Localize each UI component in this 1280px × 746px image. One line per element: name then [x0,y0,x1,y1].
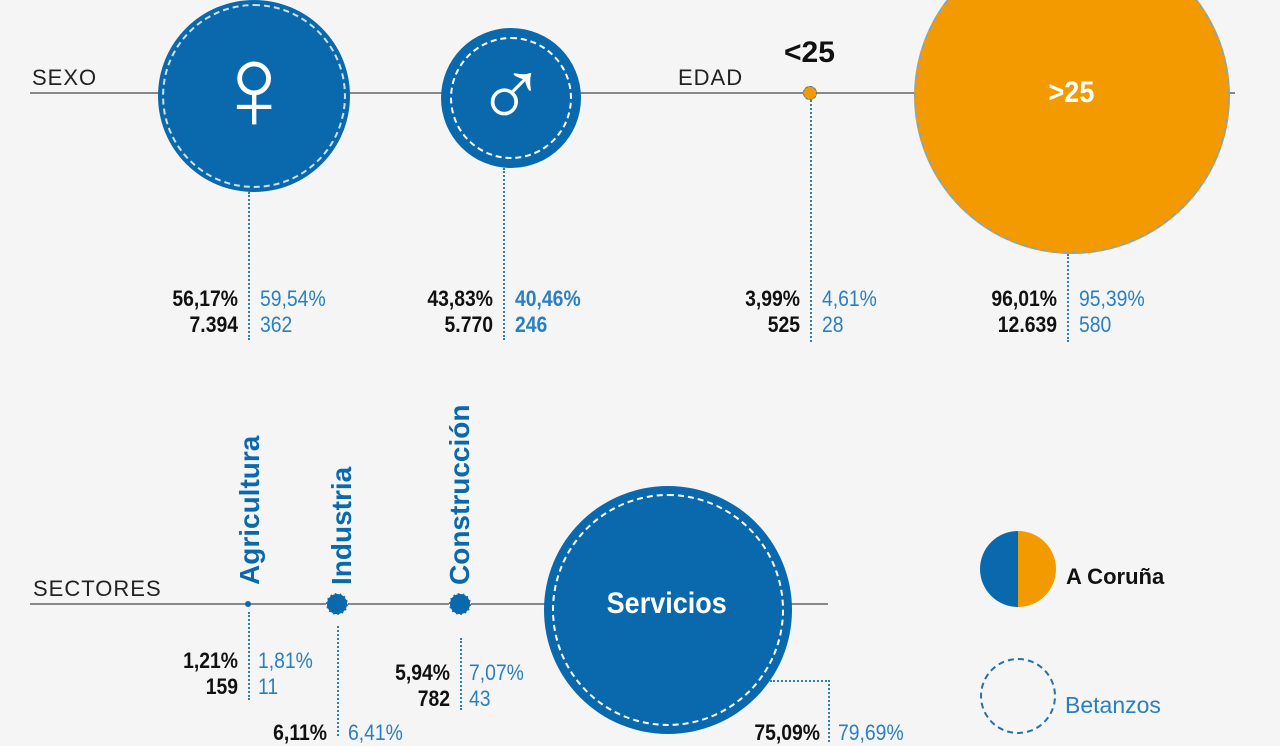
servicios-pct-coruna: 75,09% [754,720,820,745]
over25-leader-line [1067,254,1069,342]
industria-pct-coruna: 6,11% [273,720,327,745]
sexo-label: SEXO [32,65,98,90]
female-n-coruna: 7.394 [189,312,238,337]
male-n-betanzos: 246 [515,312,548,337]
agricultura-bubble [245,601,251,607]
under25-pct-betanzos: 4,61% [822,286,877,311]
male-n-coruna: 5.770 [444,312,493,337]
construccion-label: Construcción [444,404,475,585]
industria-pct-betanzos: 6,41% [348,720,403,745]
legend-betanzos-label: Betanzos [1065,692,1161,718]
sectores-label: SECTORES [33,576,162,601]
construccion-n-coruna: 782 [417,686,450,711]
female-n-betanzos: 362 [260,312,293,337]
construccion-leader-line [460,638,462,710]
over25-label: >25 [1048,76,1095,109]
female-leader-line [248,192,250,340]
female-betanzos-ring [162,4,346,188]
over25-pct-betanzos: 95,39% [1079,286,1145,311]
under25-n-coruna: 525 [767,312,800,337]
agricultura-pct-coruna: 1,21% [183,648,238,673]
under25-bubble [803,86,817,100]
construccion-pct-betanzos: 7,07% [469,660,524,685]
male-leader-line [503,168,505,340]
female-symbol-icon: ♀ [209,21,299,155]
over25-n-coruna: 12.639 [997,312,1057,337]
female-pct-coruna: 56,17% [172,286,238,311]
industria-bubble [326,593,348,615]
over25-pct-coruna: 96,01% [991,286,1057,311]
agricultura-n-betanzos: 11 [258,674,279,699]
male-pct-betanzos: 40,46% [515,286,581,311]
construccion-bubble [449,593,471,615]
under25-label: <25 [784,36,835,69]
servicios-label: Servicios [606,587,727,620]
under25-pct-coruna: 3,99% [745,286,800,311]
under25-n-betanzos: 28 [822,312,844,337]
male-betanzos-ring [450,37,572,159]
agricultura-label: Agricultura [234,435,265,585]
servicios-pct-betanzos: 79,69% [838,720,904,745]
under25-leader-line [810,100,812,342]
male-symbol-icon: ♂ [475,41,547,148]
industria-leader-line [337,626,339,736]
agricultura-pct-betanzos: 1,81% [258,648,313,673]
legend-a-coruna-label: A Coruña [1066,564,1165,589]
sexo-edad-axis [30,92,1235,94]
industria-label: Industria [326,466,357,585]
female-pct-betanzos: 59,54% [260,286,326,311]
servicios-betanzos-ring [552,494,784,726]
servicios-leader-line [770,680,830,742]
construccion-pct-coruna: 5,94% [395,660,450,685]
legend-betanzos-swatch [980,658,1056,734]
legend-a-coruna-swatch [980,531,1056,607]
sectores-axis [30,603,828,605]
construccion-n-betanzos: 43 [469,686,491,711]
agricultura-n-coruna: 159 [205,674,238,699]
over25-n-betanzos: 580 [1079,312,1112,337]
male-pct-coruna: 43,83% [427,286,493,311]
edad-label: EDAD [678,65,744,90]
over25-bubble [914,0,1230,254]
agricultura-leader-line [248,612,250,700]
